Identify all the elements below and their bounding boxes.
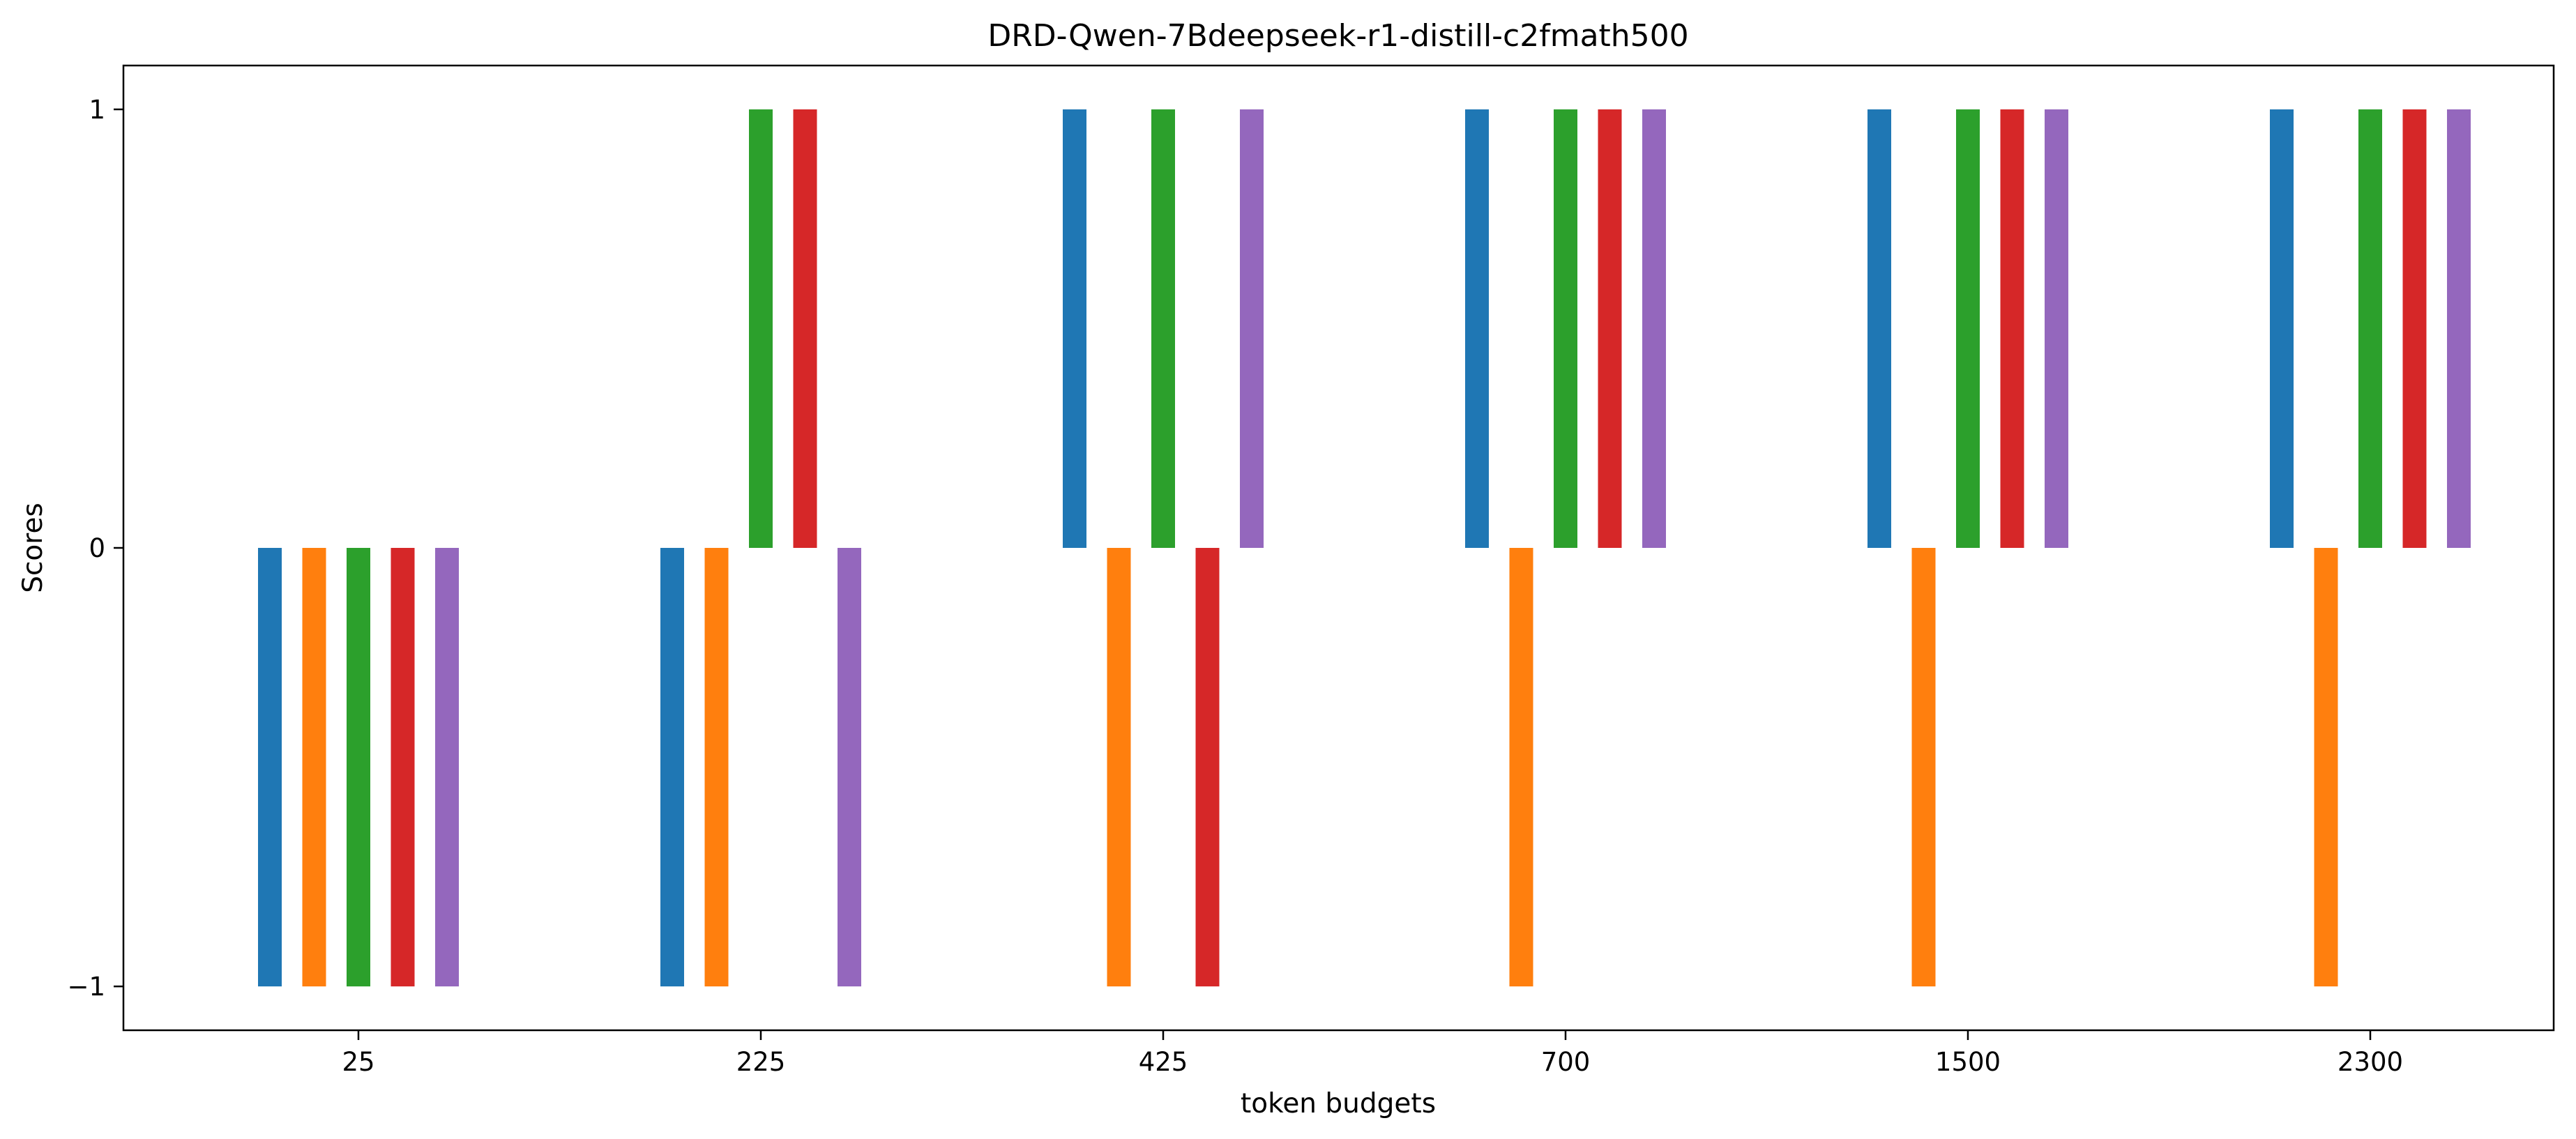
y-tick-label: −1 (67, 972, 105, 1002)
bar-25-s5 (435, 548, 459, 987)
bar-425-s1 (1063, 109, 1086, 548)
bars-group (258, 109, 2471, 987)
bar-225-s5 (838, 548, 861, 987)
bar-25-s2 (302, 548, 326, 987)
y-tick-label: 0 (89, 533, 105, 563)
bar-700-s2 (1509, 548, 1533, 987)
bar-1500-s4 (2000, 109, 2024, 548)
bar-2300-s5 (2447, 109, 2471, 548)
bar-2300-s3 (2358, 109, 2382, 548)
bar-225-s2 (704, 548, 729, 987)
x-tick-label: 700 (1541, 1047, 1591, 1077)
bar-700-s1 (1465, 109, 1489, 548)
y-axis-label: Scores (17, 503, 49, 593)
x-tick-label: 2300 (2338, 1047, 2403, 1077)
x-tick-label: 25 (342, 1047, 374, 1077)
y-axis-ticks: −1 0 1 (67, 95, 123, 1002)
bar-1500-s1 (1867, 109, 1891, 548)
bar-700-s3 (1554, 109, 1577, 548)
plot-area-frame (122, 64, 2555, 1032)
bar-1500-s5 (2045, 109, 2068, 548)
x-tick-label: 1500 (1935, 1047, 2001, 1077)
bar-2300-s4 (2402, 109, 2427, 548)
bar-1500-s2 (1911, 548, 1936, 987)
bar-225-s1 (660, 548, 684, 987)
x-tick-label: 225 (736, 1047, 786, 1077)
bar-700-s4 (1598, 109, 1622, 548)
x-axis-ticks: 25 225 425 700 1500 2300 (342, 1030, 2403, 1077)
chart-title: DRD-Qwen-7Bdeepseek-r1-distill-c2fmath50… (987, 18, 1688, 54)
bar-225-s4 (793, 109, 817, 548)
bar-25-s1 (258, 548, 282, 987)
bar-425-s2 (1107, 548, 1131, 987)
y-tick-label: 1 (89, 95, 105, 125)
bar-425-s4 (1195, 548, 1220, 987)
bar-425-s5 (1240, 109, 1264, 548)
bar-1500-s3 (1956, 109, 1980, 548)
bar-2300-s2 (2314, 548, 2338, 987)
bar-425-s3 (1151, 109, 1175, 548)
x-tick-label: 425 (1139, 1047, 1188, 1077)
bar-25-s3 (347, 548, 370, 987)
bar-2300-s1 (2270, 109, 2294, 548)
bar-700-s5 (1642, 109, 1666, 548)
bar-25-s4 (391, 548, 415, 987)
bar-225-s3 (749, 109, 773, 548)
x-axis-label: token budgets (1241, 1088, 1436, 1119)
